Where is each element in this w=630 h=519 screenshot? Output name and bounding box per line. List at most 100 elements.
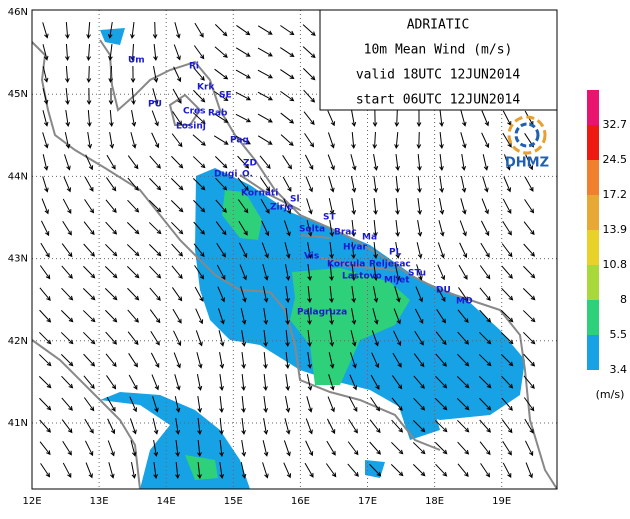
wind-arrow (171, 221, 184, 235)
wind-arrow (282, 176, 292, 192)
wind-arrow (390, 464, 404, 477)
title-line: start 06UTC 12JUN2014 (356, 93, 521, 108)
wind-arrow (348, 418, 358, 434)
wind-arrow (82, 310, 96, 323)
wind-arrow (307, 352, 313, 369)
wind-arrow (263, 373, 268, 391)
wind-arrow (415, 286, 423, 303)
wind-arrow (280, 90, 295, 102)
wind-arrow (214, 46, 228, 58)
wind-arrow (263, 418, 269, 435)
lat-label: 41N (8, 418, 28, 429)
wind-arrow (329, 285, 334, 303)
wind-arrow (350, 154, 357, 171)
wind-arrow (39, 309, 52, 323)
wind-arrow (64, 132, 71, 149)
wind-arrow (351, 241, 356, 259)
wind-arrow (439, 131, 444, 149)
wind-arrow (351, 131, 356, 150)
wind-arrow (193, 67, 205, 81)
place-label: Peljesac (369, 260, 411, 270)
wind-arrow (192, 112, 206, 125)
wind-arrow (480, 463, 491, 478)
wind-arrow (130, 21, 135, 39)
wind-arrow (328, 198, 335, 215)
wind-arrow (456, 398, 470, 411)
wind-arrow (237, 155, 250, 169)
wind-arrow (350, 352, 357, 369)
wind-arrow (108, 87, 114, 106)
wind-arrow (502, 220, 512, 236)
wind-arrow (240, 308, 247, 325)
wind-arrow (109, 109, 114, 128)
wind-arrow (39, 419, 52, 433)
wind-arrow (435, 331, 447, 346)
wind-arrow (481, 110, 490, 127)
wind-arrow (105, 199, 117, 214)
legend-label: 3.4 (610, 363, 628, 376)
place-label: Vis (304, 252, 319, 262)
wind-arrow (61, 397, 73, 411)
wind-arrow (39, 265, 51, 280)
wind-arrow (61, 287, 74, 301)
wind-arrow (151, 110, 159, 127)
wind-arrow (83, 331, 96, 345)
wind-arrow (42, 88, 49, 105)
wind-arrow (215, 221, 227, 236)
place-label: PL (389, 248, 402, 258)
wind-arrow (127, 177, 139, 191)
wind-arrow (439, 109, 444, 127)
wind-arrow (370, 374, 380, 390)
wind-arrow (262, 286, 269, 303)
wind-arrow (371, 330, 379, 347)
wind-arrow (62, 198, 72, 214)
wind-arrow (172, 308, 182, 324)
wind-arrow (395, 154, 400, 171)
wind-arrow (523, 331, 536, 345)
wind-arrow (130, 440, 137, 457)
wind-shading (100, 28, 525, 489)
wind-arrow (347, 441, 359, 456)
wind-arrow (416, 242, 423, 259)
wind-arrow (306, 396, 313, 413)
wind-arrow (523, 353, 536, 367)
wind-arrow (285, 307, 290, 325)
wind-arrow (328, 176, 335, 193)
wind-arrow (61, 265, 73, 279)
wind-arrow (523, 375, 535, 389)
wind-arrow (501, 265, 513, 279)
wind-arrow (62, 462, 72, 478)
wind-arrow (327, 110, 336, 127)
wind-arrow (42, 176, 49, 193)
wind-arrow (104, 266, 118, 279)
wind-arrow (351, 219, 356, 237)
wind-arrow (83, 221, 95, 236)
wind-arrow (65, 65, 70, 84)
wind-arrow (434, 441, 448, 455)
place-label: Kornati (241, 189, 278, 199)
wind-arrow (478, 376, 492, 389)
legend-swatch (587, 125, 599, 160)
wind-arrow (480, 242, 490, 258)
wind-arrow (302, 24, 316, 37)
legend-swatch (587, 300, 599, 335)
wind-arrow (501, 419, 513, 434)
wind-arrow (126, 244, 140, 257)
wind-arrow (127, 309, 139, 323)
wind-arrow (193, 45, 205, 60)
wind-arrow (329, 241, 334, 259)
place-label: Brac (334, 228, 357, 238)
wind-arrow (105, 243, 118, 257)
wind-arrow (480, 220, 490, 237)
wind-arrow (61, 419, 73, 434)
wind-arrow (257, 47, 273, 57)
coast-croatia (99, 39, 558, 490)
wind-arrow (41, 198, 49, 215)
place-label: DU (436, 286, 451, 296)
wind-arrow (240, 462, 247, 479)
wind-arrow (351, 308, 357, 325)
wind-arrow (83, 375, 95, 389)
wind-arrow (197, 439, 202, 457)
wind-arrow (307, 242, 313, 259)
wind-arrow (525, 462, 533, 479)
